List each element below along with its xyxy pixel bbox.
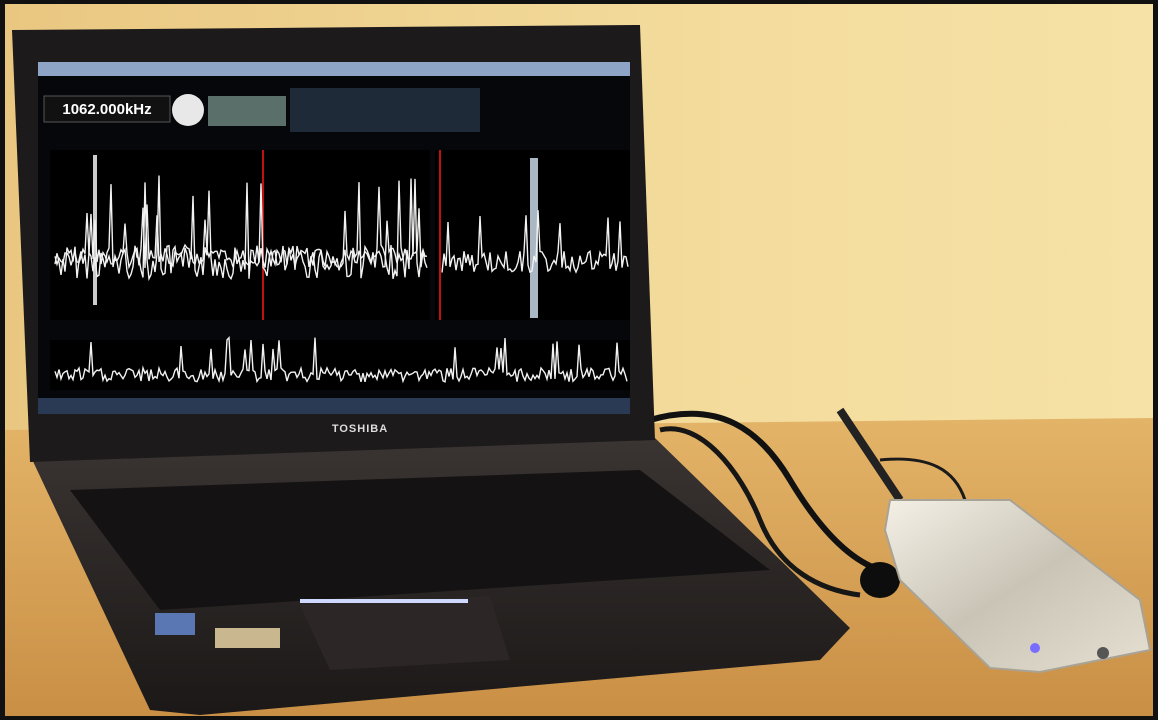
plug <box>860 562 900 598</box>
title-bar <box>38 62 630 76</box>
spectrum-panel <box>50 150 430 320</box>
page: 1062.000kHz TOSHIBA (() => { const data … <box>0 0 1158 720</box>
touchpad <box>300 596 510 670</box>
touchpad-light <box>300 599 468 603</box>
sticker <box>155 613 195 635</box>
led <box>1030 643 1040 653</box>
photo: 1062.000kHz TOSHIBA <box>0 0 1158 720</box>
brand: TOSHIBA <box>332 423 388 435</box>
spectrum-panel <box>50 340 630 390</box>
tuning-knob <box>172 94 204 126</box>
taskbar <box>38 398 630 414</box>
sticker <box>215 628 280 648</box>
frequency: 1062.000kHz <box>62 101 151 118</box>
connector <box>1097 647 1109 659</box>
controls <box>290 88 480 132</box>
s-meter <box>208 96 286 126</box>
